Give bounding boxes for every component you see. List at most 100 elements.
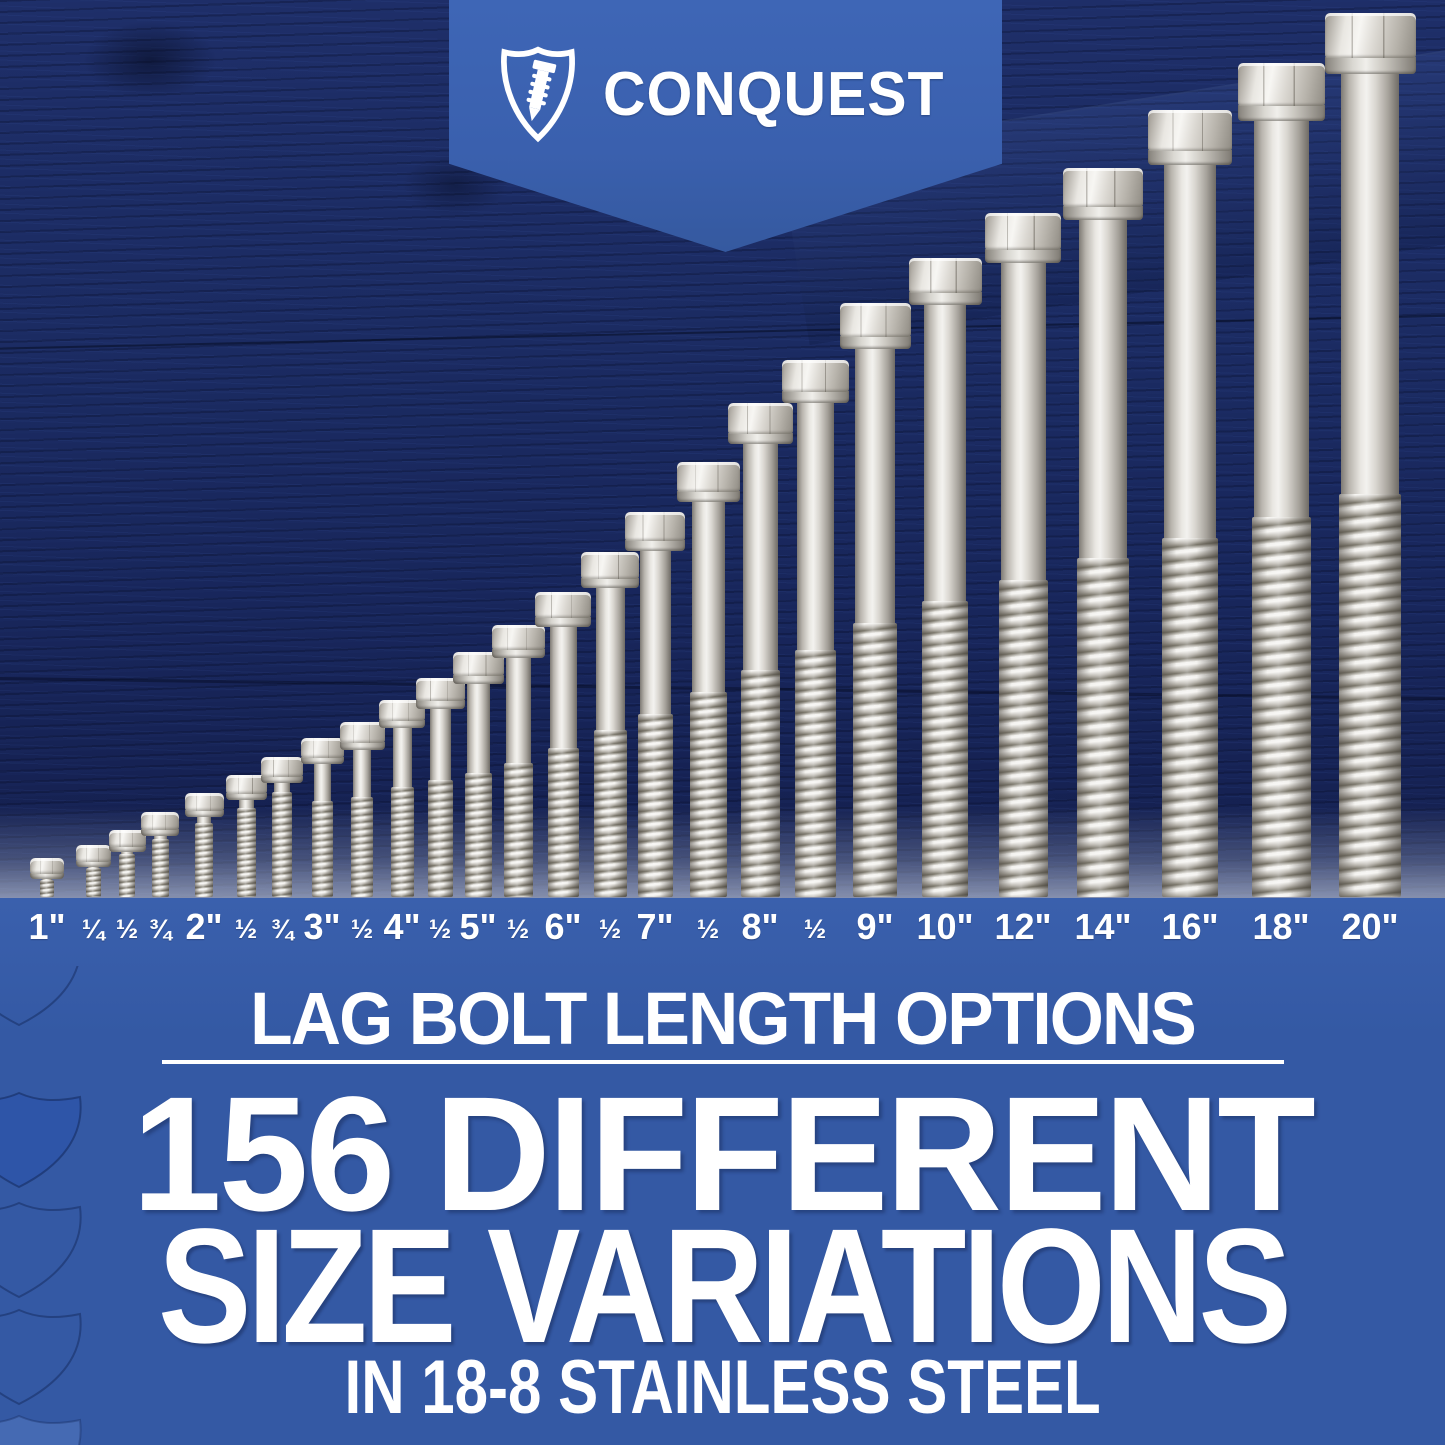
size-label-3-5in: ½ xyxy=(350,914,374,944)
bolt-hex-head xyxy=(379,700,425,721)
bolt-threads xyxy=(311,801,333,897)
size-label-16in: 16" xyxy=(1161,906,1219,947)
bolt-shank xyxy=(505,658,531,763)
size-label-5-5in: ½ xyxy=(506,914,530,944)
size-label-2-5in: ½ xyxy=(234,914,258,944)
bolt-hex-head xyxy=(581,552,639,579)
bolt-threads xyxy=(236,808,256,897)
size-label-6in: 6" xyxy=(544,906,582,947)
bolt-hex-head xyxy=(676,462,740,492)
lag-bolt-5in xyxy=(452,652,504,898)
footer-heading: LAG BOLT LENGTH OPTIONS xyxy=(0,982,1445,1056)
bolt-shank xyxy=(1000,263,1046,580)
bolt-head-flange xyxy=(839,336,911,349)
bolt-shank xyxy=(1079,220,1127,558)
bolt-hex-head xyxy=(75,845,111,862)
bolt-head-flange xyxy=(452,675,504,684)
bolt-shank xyxy=(274,783,290,792)
bolt-head-flange xyxy=(535,617,591,627)
bolt-hex-head xyxy=(625,512,685,541)
bolt-hex-head xyxy=(1063,168,1143,207)
bolt-threads xyxy=(151,839,169,897)
bolt-shank xyxy=(353,750,371,797)
bolt-head-flange xyxy=(339,742,385,750)
lag-bolt-20in xyxy=(1324,13,1416,898)
footer-heading-text: LAG BOLT LENGTH OPTIONS xyxy=(250,977,1197,1060)
bolt-shank xyxy=(924,305,966,601)
lag-bolt-2-75in xyxy=(261,757,303,898)
bolt-threads xyxy=(351,797,373,897)
size-label-4-5in: ½ xyxy=(428,914,452,944)
bolt-threads xyxy=(547,748,579,897)
size-label-1in: 1" xyxy=(28,906,66,947)
bolt-shank xyxy=(466,684,490,773)
bolt-hex-head xyxy=(727,403,793,434)
lag-bolt-9in xyxy=(839,303,911,898)
bolt-head-flange xyxy=(141,829,179,836)
bolt-shank xyxy=(1164,165,1216,538)
headline-line2: SIZE VARIATIONS xyxy=(157,1194,1292,1377)
bolt-hex-head xyxy=(985,213,1061,250)
bolt-threads xyxy=(1162,538,1218,897)
bolt-head-flange xyxy=(908,292,982,305)
bolt-head-flange xyxy=(1148,150,1232,165)
bolt-shank xyxy=(42,879,52,880)
size-label-9in: 9" xyxy=(856,906,894,947)
bolt-shank xyxy=(1253,121,1309,517)
bolt-threads xyxy=(740,670,780,897)
bolt-head-flange xyxy=(581,578,639,588)
bolt-shank xyxy=(549,627,577,748)
size-label-14in: 14" xyxy=(1074,906,1132,947)
bolt-head-flange xyxy=(379,720,425,728)
lag-bolt-14in xyxy=(1063,168,1143,898)
lag-bolt-4-5in xyxy=(415,678,465,898)
bolt-head-flange xyxy=(985,249,1061,263)
bolt-shank xyxy=(392,728,412,787)
footer-panel: 1" ¼ ½ ¾ 2" ½ ¾ 3" ½ 4" ½ 5" ½ 6" ½ 7" ½ 8" ½ 9" 10" 12" 14" 16… xyxy=(0,898,1445,1445)
bolt-hex-head xyxy=(908,258,982,293)
bolt-threads xyxy=(922,601,968,897)
bolt-hex-head xyxy=(108,830,146,847)
bolt-head-flange xyxy=(184,810,224,817)
bolt-threads xyxy=(390,787,414,897)
lag-bolt-7in xyxy=(625,512,685,898)
bolt-threads xyxy=(272,792,292,897)
bolt-head-flange xyxy=(1237,105,1325,121)
size-label-12in: 12" xyxy=(994,906,1052,947)
lag-bolt-1-25in xyxy=(75,845,111,898)
bolt-head-flange xyxy=(30,873,64,879)
bolt-head-flange xyxy=(415,700,465,709)
lag-bolt-4in xyxy=(379,700,425,898)
bolt-head-flange xyxy=(225,793,267,800)
divider-line xyxy=(162,1060,1284,1064)
footer-subheading-text: IN 18-8 STAINLESS STEEL xyxy=(344,1345,1101,1430)
size-label-2in: 2" xyxy=(185,906,223,947)
bolt-threads xyxy=(998,580,1048,897)
lag-bolt-3-5in xyxy=(339,722,385,898)
bolt-hex-head xyxy=(839,303,911,337)
bolt-shank xyxy=(855,349,895,623)
bolt-threads xyxy=(593,730,627,897)
headline-line1: 156 DIFFERENT xyxy=(132,1062,1316,1245)
bolt-shank xyxy=(121,852,133,854)
size-label-10in: 10" xyxy=(916,906,974,947)
bolt-head-flange xyxy=(108,846,146,852)
lag-bolt-3in xyxy=(300,738,344,898)
size-label-18in: 18" xyxy=(1252,906,1310,947)
bolt-shank xyxy=(313,764,331,801)
brand-logo: CONQUEST xyxy=(449,44,1002,144)
bolt-shank xyxy=(796,403,834,650)
bolt-head-flange xyxy=(491,649,545,658)
size-label-8in: 8" xyxy=(741,906,779,947)
size-label-1-5in: ½ xyxy=(115,914,139,944)
decorative-shields xyxy=(0,966,82,1445)
bolt-shank xyxy=(595,588,625,730)
bolt-hex-head xyxy=(300,738,344,758)
lag-bolt-7-5in xyxy=(676,462,740,898)
bolt-threads xyxy=(119,854,135,897)
bolt-hex-head xyxy=(225,775,267,794)
bolt-hex-head xyxy=(339,722,385,743)
bolt-hex-head xyxy=(1237,63,1325,106)
lag-bolt-1-75in xyxy=(141,812,179,898)
